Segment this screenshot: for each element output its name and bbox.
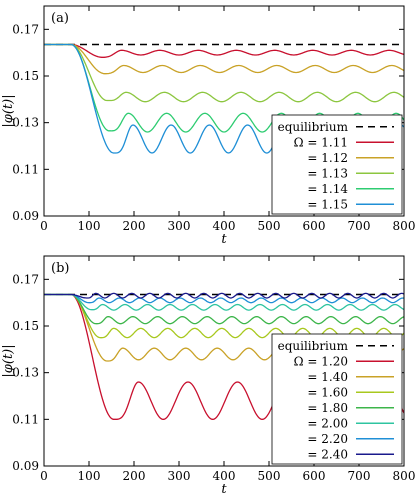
y-tick-label: 0.13 (12, 116, 39, 130)
legend-label: = 2.40 (307, 447, 348, 461)
y-tick-label: 0.15 (12, 69, 39, 83)
legend-label: = 1.15 (307, 197, 348, 211)
legend-label: = 1.60 (307, 385, 348, 399)
series-line-5 (44, 293, 404, 304)
x-tick-label: 700 (348, 469, 371, 483)
x-tick-label: 0 (40, 469, 48, 483)
x-tick-label: 600 (303, 219, 326, 233)
series-line-1 (44, 43, 404, 75)
y-tick-label: 0.11 (12, 412, 39, 426)
legend-label: = 1.80 (307, 401, 348, 415)
y-tick-label: 0.09 (12, 459, 39, 473)
x-tick-label: 100 (78, 219, 101, 233)
series-line-3 (44, 293, 404, 325)
y-axis-label: |φ(t)| (1, 94, 16, 127)
y-tick-label: 0.11 (12, 162, 39, 176)
x-axis-label: t (221, 232, 227, 247)
x-tick-label: 200 (123, 469, 146, 483)
y-tick-label: 0.15 (12, 319, 39, 333)
y-tick-label: 0.13 (12, 366, 39, 380)
panel-label: (b) (51, 261, 69, 276)
x-tick-label: 800 (393, 219, 415, 233)
legend-label: = 1.40 (307, 370, 348, 384)
legend-box (271, 114, 403, 215)
legend-label: Ω = 1.20 (294, 354, 348, 368)
x-tick-label: 300 (168, 219, 191, 233)
legend-label: = 2.00 (307, 416, 348, 430)
x-tick-label: 100 (78, 469, 101, 483)
x-tick-label: 800 (393, 469, 415, 483)
x-tick-label: 700 (348, 219, 371, 233)
series-line-6 (44, 292, 404, 299)
series-line-4 (44, 293, 404, 311)
series-line-2 (44, 293, 404, 339)
legend-label: = 1.12 (307, 151, 348, 165)
series-line-2 (44, 43, 404, 103)
y-axis-label: |φ(t)| (1, 344, 16, 377)
legend-label: = 1.13 (307, 166, 348, 180)
legend-label: equilibrium (278, 339, 349, 353)
x-tick-label: 400 (213, 469, 236, 483)
y-tick-label: 0.17 (12, 22, 39, 36)
x-tick-label: 500 (258, 469, 281, 483)
legend-box (271, 333, 403, 465)
legend-label: = 1.14 (307, 182, 348, 196)
x-tick-label: 500 (258, 219, 281, 233)
y-tick-label: 0.17 (12, 272, 39, 286)
x-tick-label: 200 (123, 219, 146, 233)
x-tick-label: 300 (168, 469, 191, 483)
legend-label: = 2.20 (307, 432, 348, 446)
series-line-0 (44, 43, 404, 58)
x-tick-label: 600 (303, 469, 326, 483)
x-axis-label: t (221, 482, 227, 494)
panel-a: 0 100 200 300 400 500 600 700 800 0.09 0.11 0.13 0.1… (1, 5, 415, 247)
panel-b: 0 100 200 300 400 500 600 700 800 0.09 0.11 0.13 0.1… (1, 255, 415, 494)
legend-label: equilibrium (278, 120, 349, 134)
x-tick-label: 400 (213, 219, 236, 233)
legend-label: Ω = 1.11 (294, 135, 348, 149)
panel-label: (a) (51, 11, 69, 26)
y-tick-label: 0.09 (12, 209, 39, 223)
x-tick-label: 0 (40, 219, 48, 233)
